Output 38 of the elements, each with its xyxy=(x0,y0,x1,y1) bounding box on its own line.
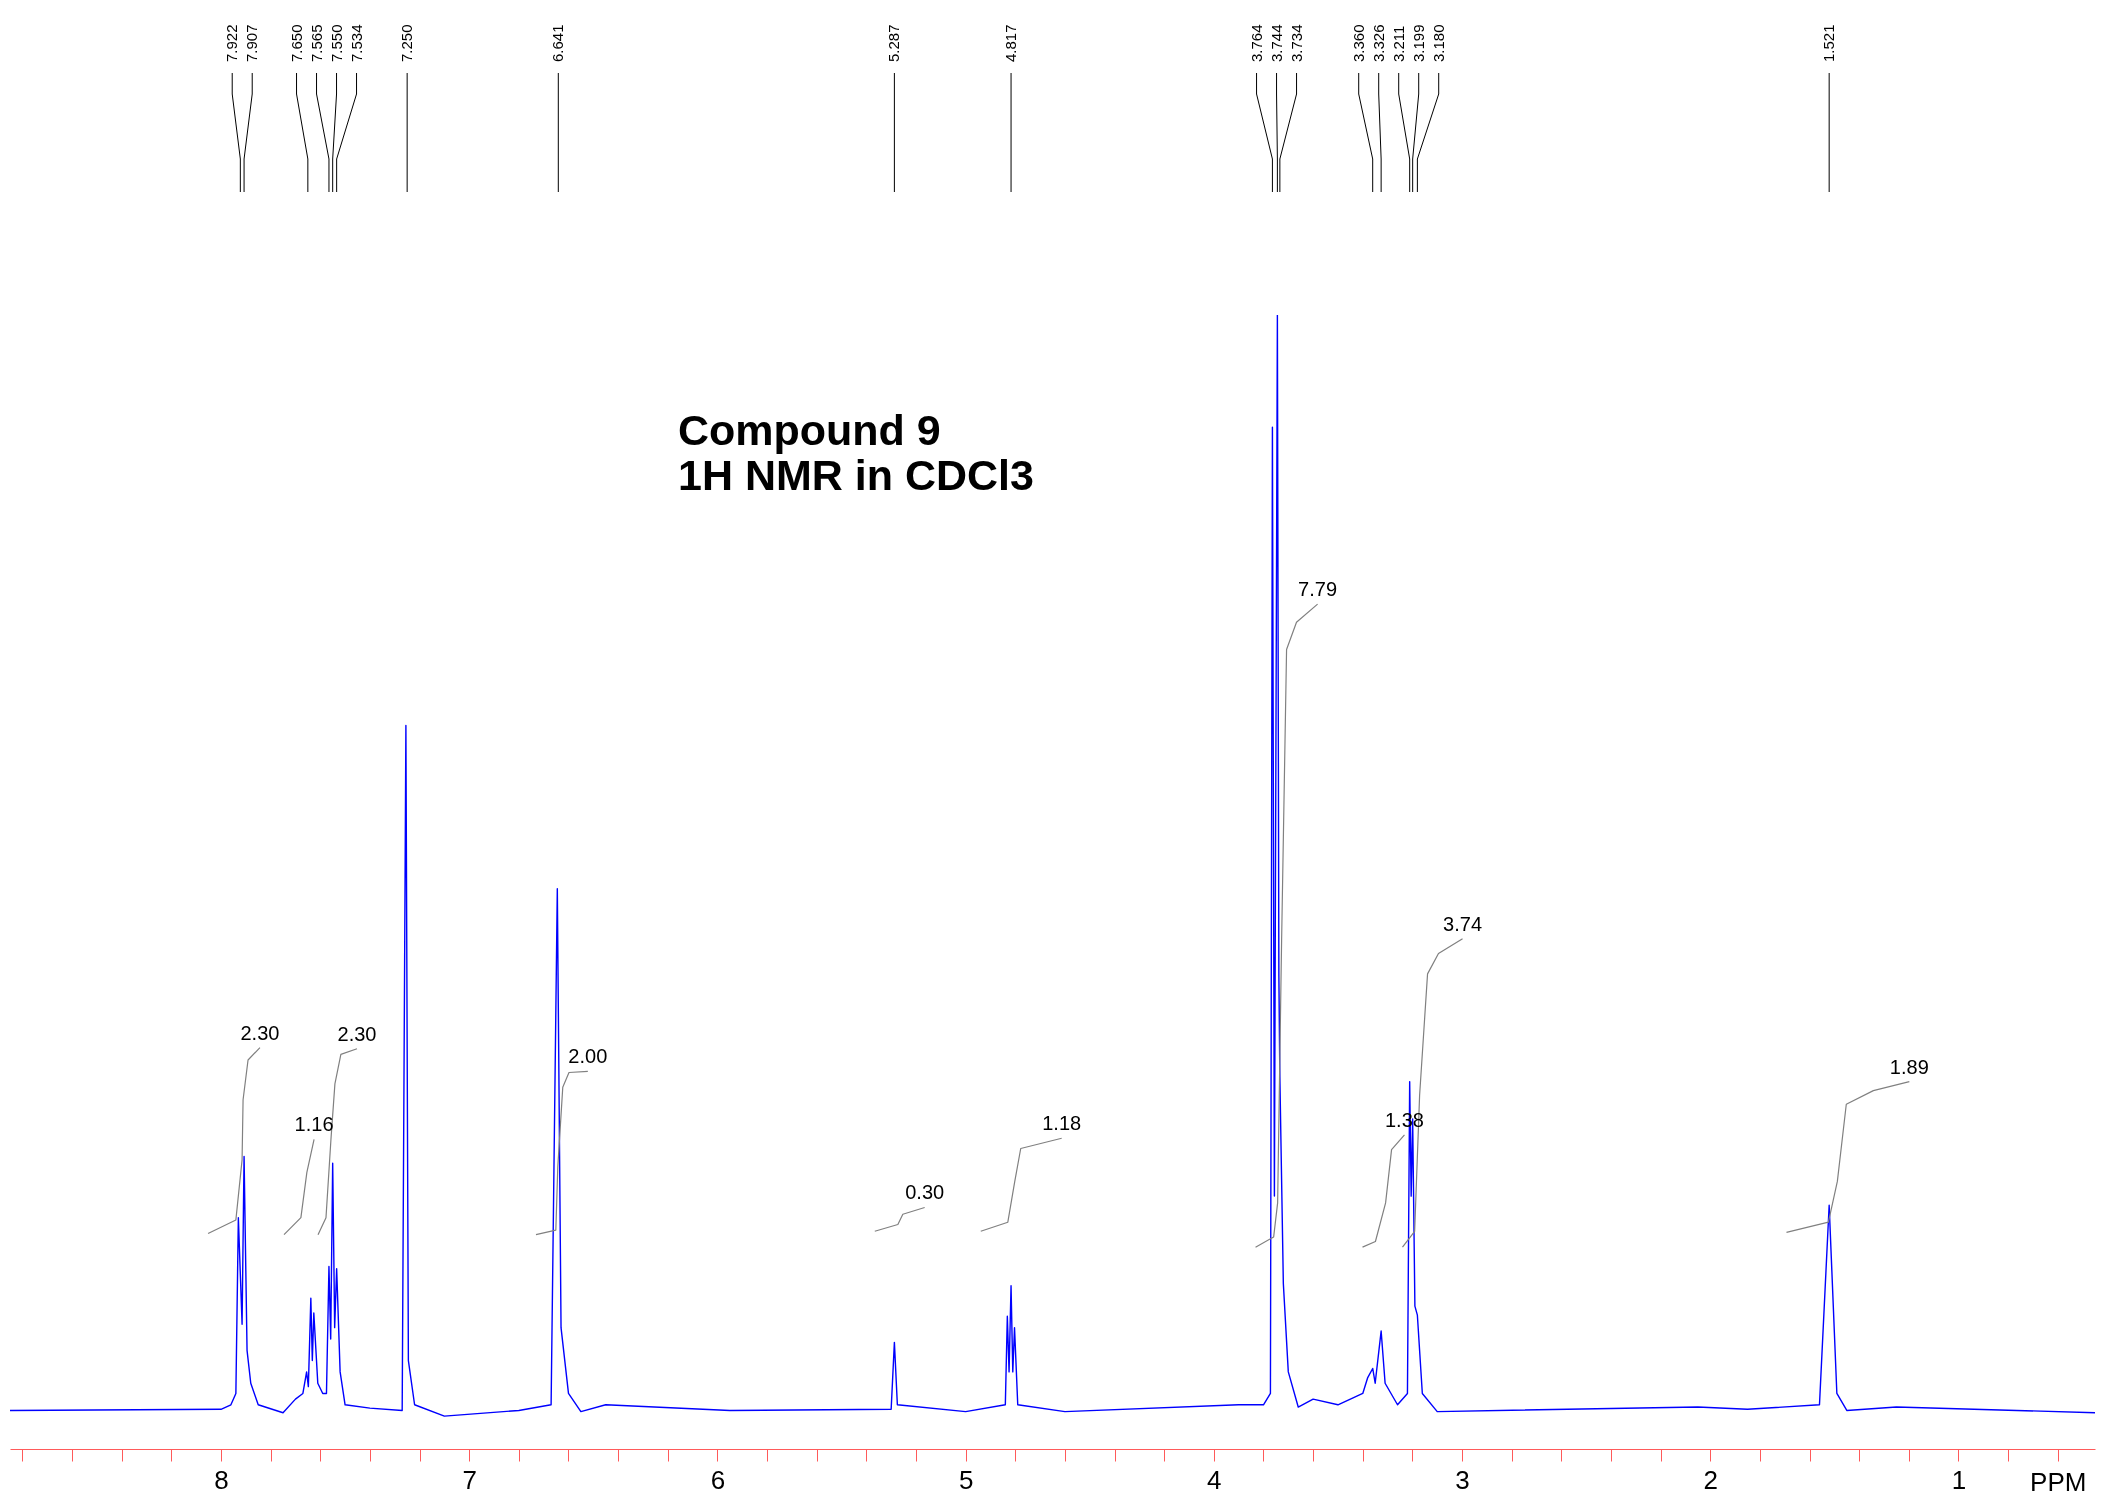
annotation: 5.287 xyxy=(885,24,903,62)
annotation: 1.89 xyxy=(1889,1055,1929,1078)
x-tick-label: 3 xyxy=(1455,1464,1470,1493)
annotation: 7.650 xyxy=(287,24,305,62)
annotation: 6.641 xyxy=(549,24,567,62)
annotation: 7.534 xyxy=(347,24,365,62)
annotation: 1.521 xyxy=(1820,24,1838,62)
annotation: 3.326 xyxy=(1369,24,1387,62)
annotation: 0.30 xyxy=(905,1181,945,1204)
x-tick-label: 6 xyxy=(710,1464,726,1493)
annotation: 3.74 xyxy=(1443,912,1483,935)
x-tick-label: 1 xyxy=(1951,1464,1967,1493)
annotation: 3.764 xyxy=(1247,24,1265,62)
annotation: 7.922 xyxy=(223,24,241,62)
annotation: 2.30 xyxy=(337,1022,377,1045)
annotation: 7.250 xyxy=(398,24,416,62)
annotation: 7.565 xyxy=(307,24,325,62)
annotation: 2.00 xyxy=(568,1045,608,1068)
x-tick-label: 5 xyxy=(958,1464,974,1493)
annotation: 3.744 xyxy=(1267,24,1285,62)
annotation: 3.360 xyxy=(1349,24,1367,62)
annotation: 3.180 xyxy=(1429,24,1447,62)
annotation: 1.18 xyxy=(1042,1112,1082,1135)
annotation: 7.907 xyxy=(243,24,261,62)
annotation: 3.199 xyxy=(1409,24,1427,62)
annotation: 4.817 xyxy=(1002,24,1020,62)
annotation: 1.16 xyxy=(294,1113,334,1136)
annotation: 7.79 xyxy=(1298,578,1338,601)
annotation: 2.30 xyxy=(240,1021,280,1044)
x-tick-label: 2 xyxy=(1703,1464,1718,1493)
x-tick-label: 8 xyxy=(214,1464,229,1493)
annotation: 7.550 xyxy=(327,24,345,62)
text: Compound 9 xyxy=(678,406,941,455)
x-axis-title: PPM xyxy=(2030,1466,2087,1493)
annotation: 3.734 xyxy=(1287,24,1305,62)
annotation: 3.211 xyxy=(1389,25,1407,62)
x-tick-label: 7 xyxy=(462,1464,477,1493)
x-tick-label: 4 xyxy=(1207,1464,1222,1493)
